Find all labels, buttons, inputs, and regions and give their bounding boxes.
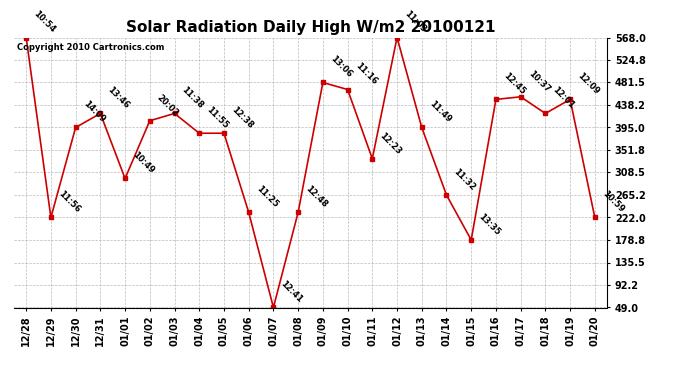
Text: 10:37: 10:37 bbox=[526, 69, 551, 94]
Text: 10:54: 10:54 bbox=[32, 9, 57, 35]
Text: 12:23: 12:23 bbox=[378, 130, 403, 156]
Text: 11:49: 11:49 bbox=[427, 99, 453, 125]
Text: 13:06: 13:06 bbox=[328, 54, 353, 80]
Text: 12:48: 12:48 bbox=[304, 184, 329, 210]
Text: 12:45: 12:45 bbox=[502, 71, 527, 97]
Text: 14:09: 14:09 bbox=[81, 99, 106, 125]
Text: 11:03: 11:03 bbox=[402, 9, 428, 35]
Text: 11:55: 11:55 bbox=[205, 105, 230, 130]
Text: 11:56: 11:56 bbox=[57, 189, 82, 215]
Title: Solar Radiation Daily High W/m2 20100121: Solar Radiation Daily High W/m2 20100121 bbox=[126, 20, 495, 35]
Text: 11:25: 11:25 bbox=[254, 184, 279, 210]
Text: 11:38: 11:38 bbox=[180, 86, 205, 111]
Text: 10:59: 10:59 bbox=[600, 189, 626, 215]
Text: 12:41: 12:41 bbox=[279, 279, 304, 305]
Text: 11:16: 11:16 bbox=[353, 62, 379, 87]
Text: Copyright 2010 Cartronics.com: Copyright 2010 Cartronics.com bbox=[17, 43, 164, 52]
Text: 13:35: 13:35 bbox=[477, 212, 502, 237]
Text: 11:32: 11:32 bbox=[452, 167, 477, 192]
Text: 10:49: 10:49 bbox=[130, 150, 156, 176]
Text: 13:46: 13:46 bbox=[106, 86, 131, 111]
Text: 12:01: 12:01 bbox=[551, 86, 576, 111]
Text: 12:38: 12:38 bbox=[230, 105, 255, 130]
Text: 20:02: 20:02 bbox=[155, 93, 181, 118]
Text: 12:09: 12:09 bbox=[575, 72, 601, 97]
